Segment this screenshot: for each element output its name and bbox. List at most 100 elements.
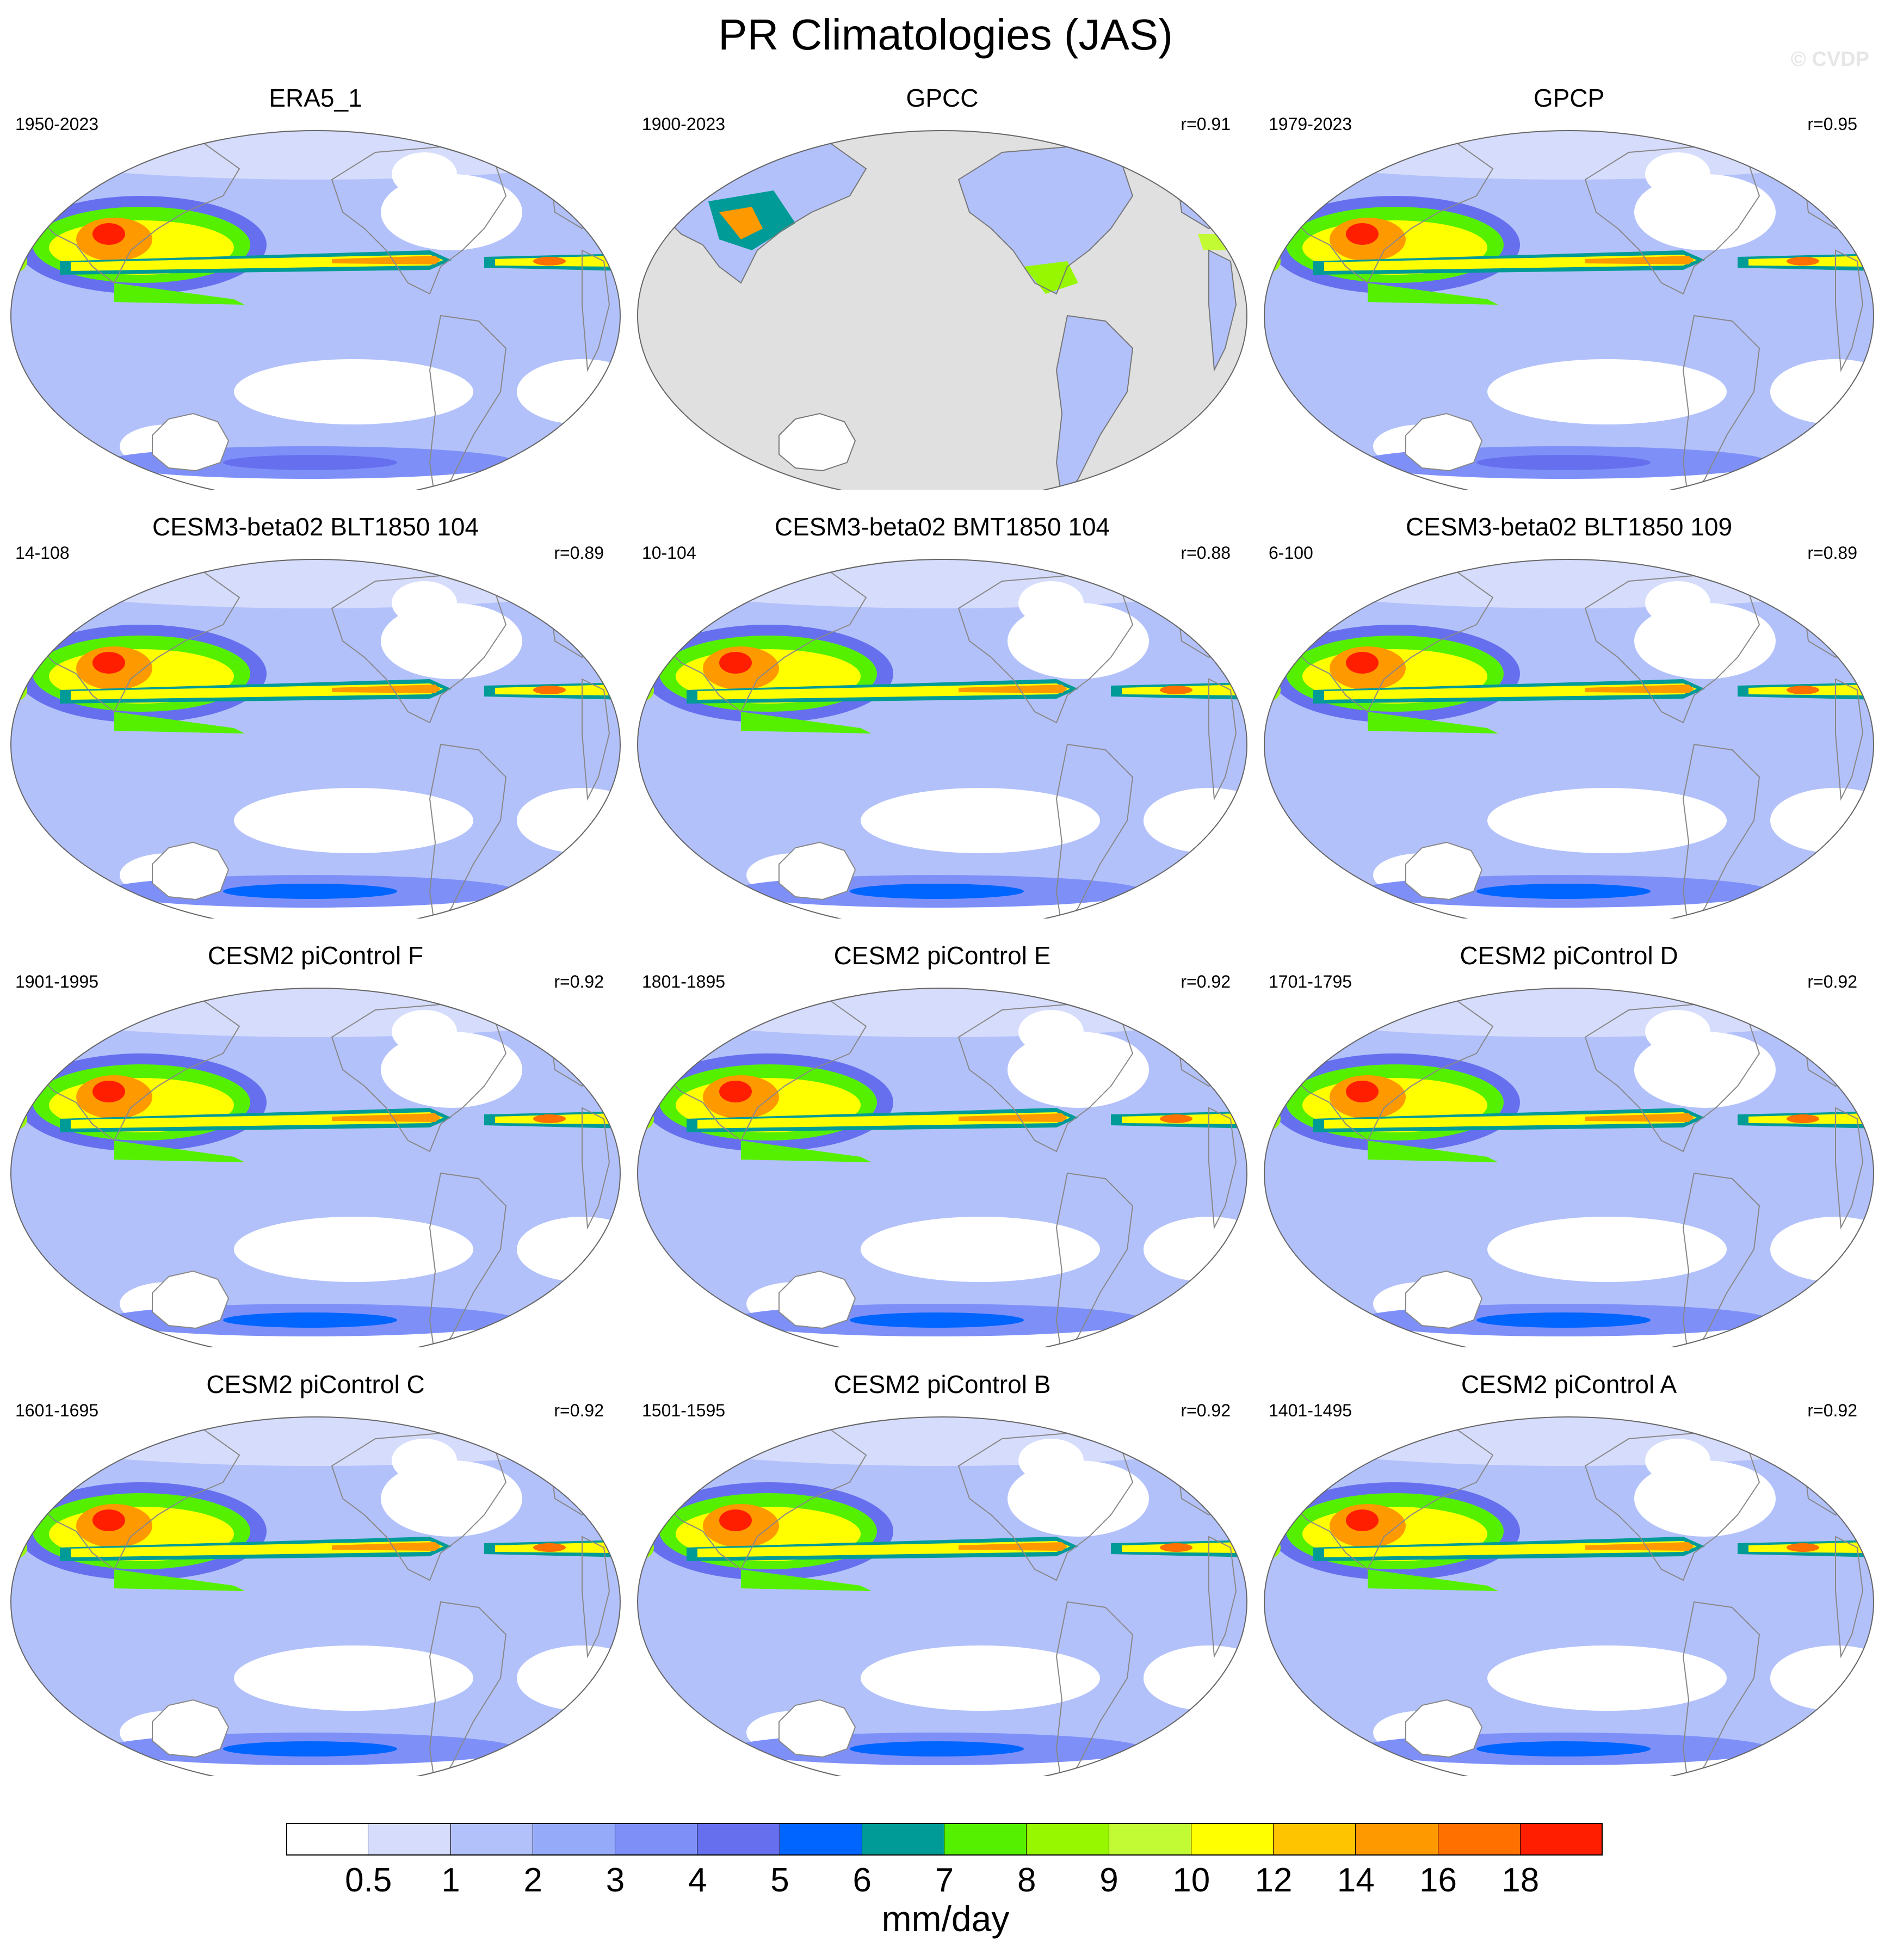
land-australia [152, 412, 230, 472]
land-africa [1208, 1536, 1237, 1659]
land-greenland [527, 569, 594, 620]
panel-years: 1979-2023 [1269, 114, 1352, 134]
land-samerica [1055, 1172, 1134, 1347]
map-panel: CESM2 piControl D 1701-1795 r=0.92 [1259, 941, 1879, 1347]
watermark: © CVDP [1790, 48, 1869, 71]
precip-map [10, 130, 621, 490]
panel-title: CESM2 piControl E [833, 941, 1051, 970]
panel-title: GPCP [1533, 84, 1605, 112]
land-samerica [1682, 743, 1760, 919]
land-australia [778, 841, 856, 901]
panel-title: CESM2 piControl F [207, 941, 424, 970]
land-samerica [1055, 1601, 1134, 1776]
panel-correlation: r=0.92 [1181, 1401, 1231, 1420]
map-panel: CESM2 piControl C 1601-1695 r=0.92 [5, 1370, 626, 1776]
panel-title: GPCC [906, 84, 979, 112]
land-samerica [1055, 743, 1134, 919]
colorbar-tick-label: 12 [1255, 1862, 1293, 1899]
land-australia [152, 1270, 230, 1329]
land-australia [1405, 1270, 1483, 1329]
colorbar-segment [780, 1823, 862, 1856]
panel-years: 6-100 [1269, 543, 1313, 563]
panel-years: 10-104 [642, 543, 696, 563]
precip-map [637, 988, 1247, 1347]
colorbar-segment [1438, 1823, 1521, 1856]
panel-title: CESM2 piControl A [1461, 1370, 1677, 1398]
precip-map [10, 1416, 621, 1776]
land-australia [779, 414, 855, 471]
land-africa [1835, 678, 1864, 801]
colorbar-tick-label: 5 [770, 1862, 789, 1899]
map-panel: CESM2 piControl F 1901-1995 r=0.92 [5, 941, 626, 1347]
panel-years: 1900-2023 [642, 114, 726, 134]
map-panel: GPCP 1979-2023 r=0.95 [1259, 84, 1879, 490]
map-panel: CESM3-beta02 BMT1850 104 10-104 r=0.88 [632, 513, 1252, 919]
panel-years: 14-108 [15, 543, 70, 563]
land-greenland [1780, 1427, 1847, 1478]
land-samerica [1682, 1601, 1760, 1776]
colorbar-segment [615, 1823, 698, 1856]
land-australia [778, 1699, 856, 1758]
map-panel: ERA5_1 1950-2023 [5, 84, 626, 490]
colorbar-tick-label: 4 [688, 1862, 707, 1899]
colorbar-tick-label: 14 [1337, 1862, 1375, 1899]
colorbar-tick-label: 2 [523, 1862, 542, 1899]
colorbar-tick-label: 3 [605, 1862, 625, 1899]
panel-years: 1401-1495 [1269, 1401, 1352, 1420]
colorbar-segment [1520, 1823, 1603, 1856]
land-australia [778, 1270, 856, 1329]
panel-years: 1601-1695 [15, 1401, 99, 1420]
land-greenland [527, 140, 594, 192]
colorbar-segment [944, 1823, 1027, 1856]
precip-map [10, 988, 621, 1347]
land-australia [1405, 412, 1483, 472]
land-greenland [527, 1427, 594, 1478]
panel-correlation: r=0.92 [554, 972, 604, 991]
precip-map [1264, 130, 1874, 490]
panel-correlation: r=0.92 [1807, 1401, 1857, 1420]
panel-title: CESM2 piControl D [1460, 941, 1678, 970]
land-samerica [1056, 316, 1133, 490]
colorbar-tick-label: 7 [935, 1862, 954, 1899]
land-australia [152, 1699, 230, 1758]
map-panel: CESM2 piControl A 1401-1495 r=0.92 [1259, 1370, 1879, 1776]
colorbar-tick-label: 9 [1099, 1862, 1118, 1899]
colorbar-tick-label: 18 [1501, 1862, 1540, 1899]
land-samerica [429, 1601, 507, 1776]
land-africa [582, 1107, 610, 1230]
panel-correlation: r=0.89 [554, 543, 604, 563]
colorbar-frame [286, 1823, 1603, 1856]
panel-correlation: r=0.88 [1181, 543, 1231, 563]
panel-years: 1950-2023 [15, 114, 99, 134]
panel-years: 1901-1995 [15, 972, 99, 991]
colorbar-segment [450, 1823, 533, 1856]
land-greenland [1153, 569, 1221, 620]
panel-title: CESM2 piControl B [833, 1370, 1051, 1398]
land-africa [582, 678, 610, 801]
panel-correlation: r=0.91 [1181, 114, 1231, 134]
land-africa [1208, 1107, 1237, 1230]
page-title: PR Climatologies (JAS) [718, 10, 1173, 59]
land-samerica [1682, 315, 1760, 490]
precip-map [637, 559, 1247, 919]
map-panel: CESM3-beta02 BLT1850 104 14-108 r=0.89 [5, 513, 626, 919]
panel-title: CESM3-beta02 BMT1850 104 [774, 513, 1110, 541]
colorbar [286, 1823, 1603, 1856]
colorbar-tick-label: 1 [441, 1862, 460, 1899]
panel-correlation: r=0.92 [1807, 972, 1857, 991]
panel-title: CESM2 piControl C [206, 1370, 425, 1398]
panel-correlation: r=0.89 [1807, 543, 1857, 563]
land-australia [152, 841, 230, 901]
colorbar-segment [1356, 1823, 1438, 1856]
panel-correlation: r=0.92 [554, 1401, 604, 1420]
colorbar-tick-label: 6 [852, 1862, 872, 1899]
colorbar-tick-label: 0.5 [345, 1862, 392, 1899]
colorbar-segment [1109, 1823, 1191, 1856]
land-samerica [429, 743, 507, 919]
land-greenland [1780, 998, 1847, 1049]
colorbar-tick-label: 16 [1419, 1862, 1457, 1899]
land-africa [1208, 678, 1237, 801]
colorbar-tick-label: 10 [1172, 1862, 1210, 1899]
precip-map [1264, 559, 1874, 919]
precip-map [10, 559, 621, 919]
